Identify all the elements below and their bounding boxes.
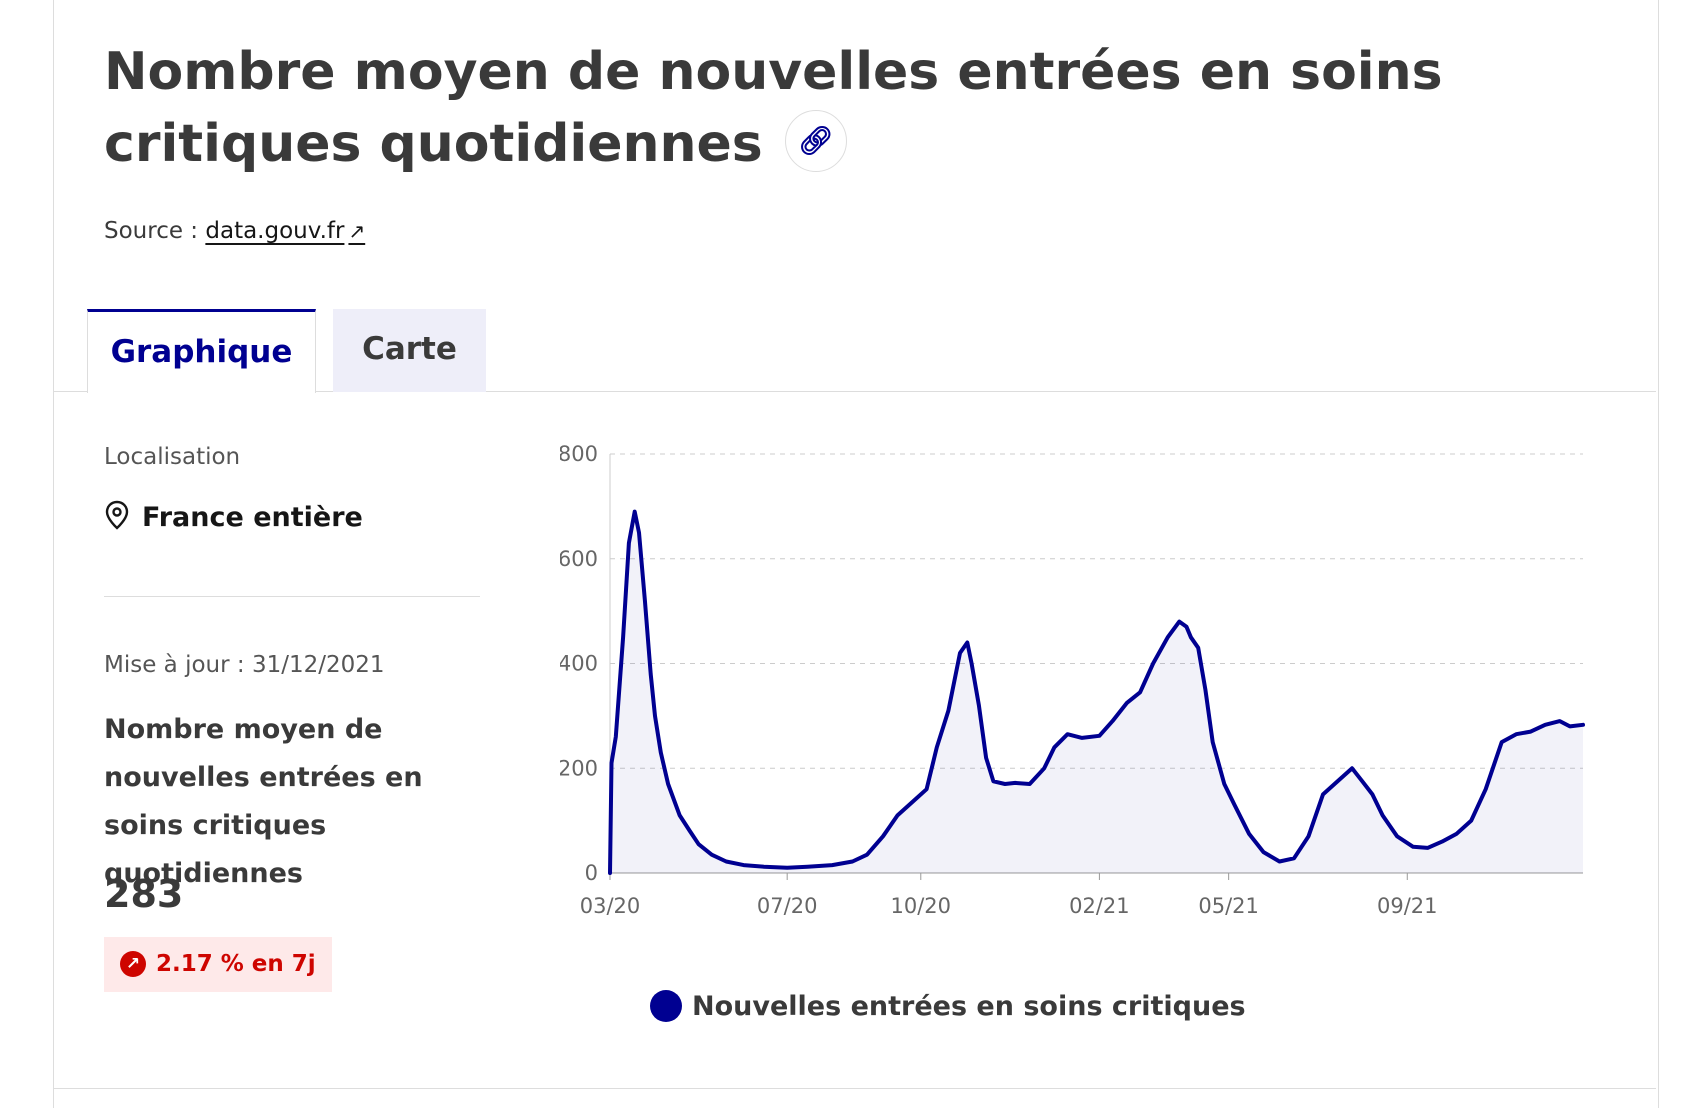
plot-area <box>608 509 1585 875</box>
x-tick-label: 10/20 <box>891 894 952 918</box>
source-label: Source : <box>104 218 199 244</box>
source-line: Source : data.gouv.fr ↗ <box>104 218 365 244</box>
map-pin-icon <box>105 500 129 530</box>
x-tick-label: 02/21 <box>1069 894 1130 918</box>
card-bottom-border <box>54 1088 1656 1089</box>
chart-legend: Nouvelles entrées en soins critiques <box>650 990 1246 1022</box>
location-selector[interactable]: France entière <box>104 500 363 533</box>
kpi-title: Nombre moyen de nouvelles entrées en soi… <box>104 714 423 889</box>
y-tick-label: 800 <box>560 442 598 466</box>
y-axis: 0 200 400 600 800 <box>560 442 598 885</box>
tab-graphique[interactable]: Graphique <box>87 309 316 393</box>
kpi-value: 283 <box>104 872 184 916</box>
x-tick-label: 07/20 <box>757 894 818 918</box>
sidebar-divider <box>104 596 480 597</box>
y-tick-label: 200 <box>560 756 598 780</box>
trend-value: 2.17 % en 7j <box>156 951 316 977</box>
x-tick-label: 05/21 <box>1198 894 1259 918</box>
y-tick-label: 400 <box>560 652 598 676</box>
x-tick-label: 03/20 <box>580 894 641 918</box>
external-link-icon: ↗ <box>348 219 366 243</box>
trend-badge: ↗ 2.17 % en 7j <box>104 937 332 992</box>
legend-swatch <box>650 990 682 1022</box>
series-area <box>610 511 1583 873</box>
series-line <box>608 509 1585 875</box>
page-title: Nombre moyen de nouvelles entrées en soi… <box>104 42 1443 174</box>
source-link[interactable]: data.gouv.fr ↗ <box>205 218 366 244</box>
y-tick-label: 600 <box>560 547 598 571</box>
x-axis: 03/20 07/20 10/20 02/21 05/21 09/21 <box>580 873 1438 918</box>
tabs-divider <box>54 391 1656 392</box>
updated-date: Mise à jour : 31/12/2021 <box>104 652 385 678</box>
y-tick-label: 0 <box>585 861 598 885</box>
legend-label: Nouvelles entrées en soins critiques <box>692 991 1246 1022</box>
tab-carte[interactable]: Carte <box>333 309 486 392</box>
card-frame <box>53 0 1659 1108</box>
trend-up-arrow-icon: ↗ <box>120 951 146 977</box>
location-label: Localisation <box>104 444 241 470</box>
link-icon[interactable]: 🔗︎ <box>784 110 847 172</box>
x-tick-label: 09/21 <box>1377 894 1438 918</box>
location-value: France entière <box>142 502 363 533</box>
